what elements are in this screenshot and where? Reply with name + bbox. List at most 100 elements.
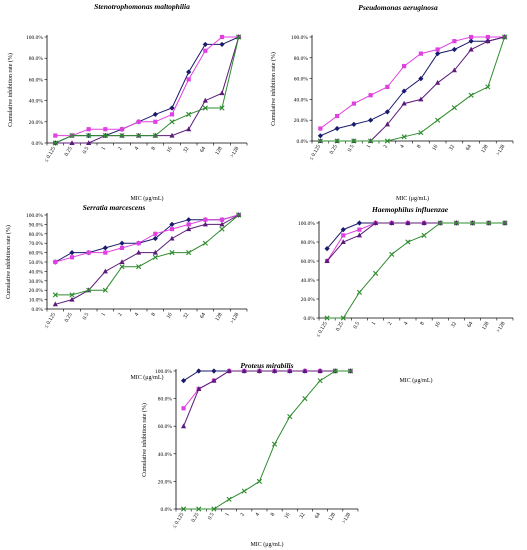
y-tick-label: 40.0% — [294, 97, 309, 103]
data-point — [86, 127, 91, 132]
data-point — [502, 220, 508, 226]
data-point — [180, 423, 187, 429]
data-point — [169, 105, 175, 111]
series-line — [183, 370, 351, 409]
data-point — [236, 34, 242, 40]
data-point — [186, 217, 192, 223]
y-tick-label: 90.0% — [29, 222, 44, 228]
data-point — [418, 76, 424, 82]
data-point — [152, 254, 158, 260]
data-point — [402, 64, 407, 69]
data-point — [153, 119, 158, 124]
data-point — [186, 69, 192, 75]
x-tick-label: 2 — [117, 146, 124, 152]
y-tick-label: 60.0% — [29, 251, 44, 257]
x-tick-label: 2 — [383, 144, 390, 150]
series-line — [55, 36, 240, 144]
data-point — [418, 130, 424, 136]
x-tick-label: 32 — [448, 144, 456, 152]
data-point — [226, 368, 232, 373]
y-tick-label: 60.0% — [301, 259, 316, 265]
data-point — [119, 132, 125, 139]
y-tick-label: 80.0% — [158, 397, 173, 403]
data-point — [52, 301, 58, 307]
data-point — [287, 413, 293, 420]
data-point — [102, 132, 108, 139]
data-point — [356, 232, 363, 238]
x-tick-label: 16 — [284, 512, 292, 520]
data-point — [153, 231, 158, 236]
x-tick-label: 1 — [366, 144, 373, 150]
data-point — [405, 220, 411, 225]
data-point — [69, 140, 75, 145]
data-point — [119, 245, 125, 250]
series-line — [327, 222, 505, 319]
data-point — [103, 127, 108, 132]
y-tick-label: 100.0% — [26, 213, 43, 219]
y-tick-label: 80.0% — [29, 56, 44, 62]
data-point — [435, 79, 441, 85]
y-tick-label: 20.0% — [158, 479, 173, 485]
x-tick-label: 0.25 — [329, 144, 339, 156]
data-point — [169, 112, 175, 117]
x-tick-label: 64 — [465, 144, 473, 152]
y-tick-label: 100.0% — [291, 35, 308, 41]
data-point — [52, 292, 58, 298]
data-point — [384, 121, 390, 127]
x-tick-label: 1 — [100, 312, 107, 318]
data-point — [351, 101, 356, 106]
y-tick-label: 60.0% — [294, 77, 309, 83]
data-point — [202, 41, 208, 48]
data-point — [136, 119, 141, 124]
data-point — [169, 235, 175, 241]
x-tick-label: ≤ 0.125 — [43, 312, 57, 330]
data-point — [437, 220, 443, 226]
chart-panel: Proteus mirabilis 0.0% 20.0% 40.0% 60.0% 80.0… — [141, 361, 359, 548]
data-point — [152, 111, 158, 117]
data-point — [324, 258, 330, 263]
data-point — [102, 245, 108, 251]
x-tick-label: 16 — [434, 321, 442, 329]
data-point — [468, 46, 474, 52]
x-tick-label: 64 — [466, 321, 474, 329]
data-point — [202, 240, 208, 246]
data-point — [256, 478, 263, 484]
data-point — [271, 441, 278, 447]
data-point — [485, 34, 490, 40]
chart-title: Serratia marcescens — [83, 203, 146, 212]
data-point — [287, 368, 293, 373]
chart-title: Haemophilus influenzae — [371, 205, 449, 214]
data-point — [317, 368, 323, 373]
data-point — [136, 249, 142, 255]
data-point — [203, 48, 208, 53]
data-point — [405, 239, 411, 245]
data-point — [169, 119, 175, 125]
data-point — [119, 259, 125, 264]
y-axis-label: Cumulative inhibition rate (%) — [270, 52, 277, 126]
x-tick-label: 64 — [199, 146, 207, 154]
data-point — [334, 138, 340, 144]
data-point — [421, 232, 427, 238]
series-line — [183, 370, 351, 427]
data-point — [136, 241, 141, 246]
data-point — [103, 250, 108, 255]
data-point — [435, 51, 441, 57]
y-tick-label: 80.0% — [294, 56, 309, 62]
data-point — [418, 96, 424, 102]
chart-title: Proteus mirabilis — [240, 361, 293, 370]
data-point — [368, 93, 373, 98]
data-point — [169, 132, 175, 138]
x-tick-label: 2 — [387, 321, 394, 327]
data-point — [186, 226, 192, 232]
data-point — [317, 133, 323, 139]
data-point — [219, 105, 225, 111]
x-tick-label: 128 — [481, 321, 490, 331]
y-tick-label: 50.0% — [29, 260, 44, 266]
y-tick-label: 40.0% — [301, 278, 316, 284]
data-point — [69, 132, 75, 139]
data-point — [324, 315, 330, 321]
data-point — [119, 264, 125, 270]
y-tick-label: 60.0% — [158, 424, 173, 430]
data-point — [136, 264, 142, 270]
